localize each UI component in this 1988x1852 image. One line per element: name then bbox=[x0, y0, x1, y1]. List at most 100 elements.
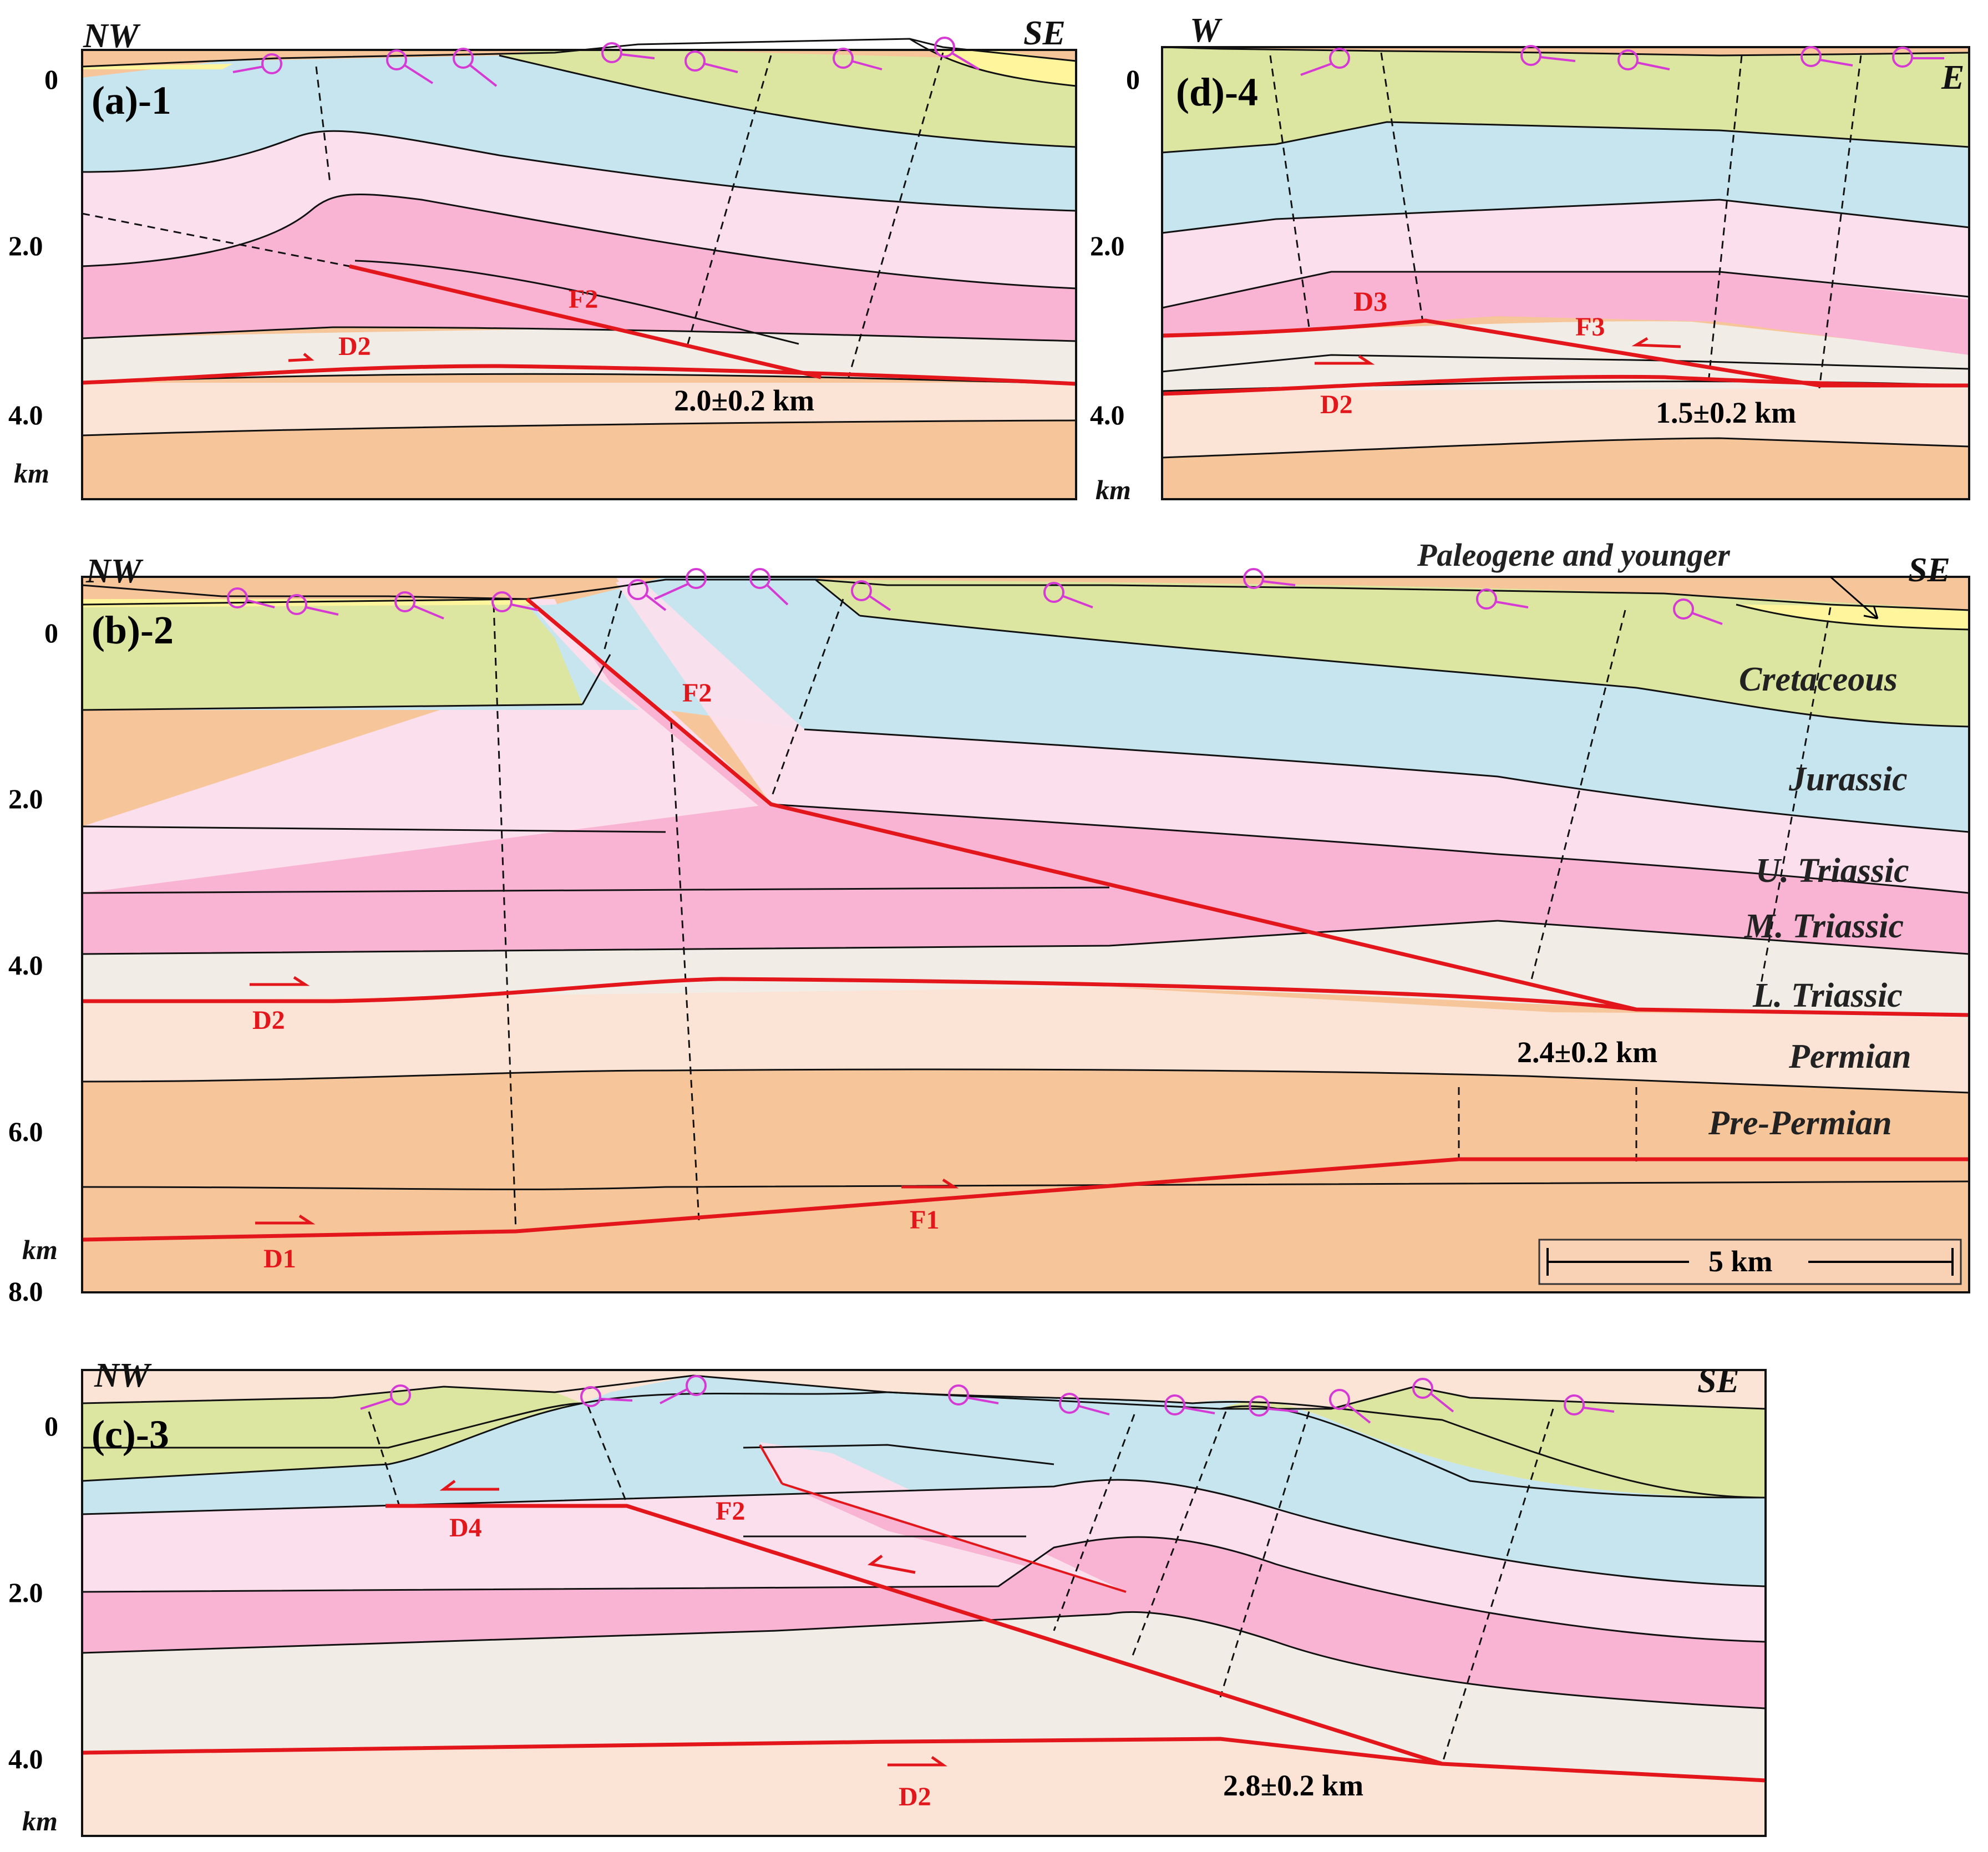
panel-d-right-direction: E bbox=[1941, 59, 1964, 97]
panel-b-tick-8: 8.0 bbox=[8, 1276, 43, 1307]
legend-m-triassic: M. Triassic bbox=[1744, 907, 1904, 945]
cretaceous-layer-east bbox=[815, 580, 1969, 727]
cretaceous-layer bbox=[499, 50, 1076, 147]
panel-b-tick-0: 0 bbox=[44, 617, 58, 648]
panel-a-displacement: 2.0±0.2 km bbox=[674, 384, 814, 417]
jurassic-wedge bbox=[666, 577, 815, 729]
u-triassic-layer bbox=[82, 131, 1076, 289]
m-triassic-layer bbox=[82, 671, 1969, 954]
panel-d-frame bbox=[1161, 46, 1970, 500]
panel-c-displacement: 2.8±0.2 km bbox=[1223, 1769, 1363, 1802]
panel-d-fault-d3: D3 bbox=[1353, 286, 1387, 317]
panel-b-left-direction: NW bbox=[85, 552, 144, 590]
legend-cretaceous: Cretaceous bbox=[1739, 661, 1898, 698]
panel-a-tick-4: 4.0 bbox=[8, 399, 43, 430]
legend-permian: Permian bbox=[1788, 1038, 1911, 1075]
u-triassic-layer bbox=[1162, 200, 1969, 308]
panel-a: (a)-1 NW SE 0 2.0 4.0 km F2 D2 2.0±0.2 k… bbox=[8, 14, 1077, 500]
panel-a-unit: km bbox=[14, 458, 49, 489]
panel-c-fault-d4: D4 bbox=[449, 1513, 482, 1543]
jurassic-layer bbox=[1162, 122, 1969, 233]
panel-c-left-direction: NW bbox=[94, 1357, 152, 1394]
fault-lines bbox=[1162, 318, 1970, 396]
panel-b-fault-f2: F2 bbox=[682, 678, 712, 708]
l-triassic-layer bbox=[1162, 321, 1969, 391]
u-triassic-layer bbox=[82, 577, 1969, 893]
panel-d-left-direction: W bbox=[1190, 12, 1223, 49]
paleogene-layer-west bbox=[82, 64, 233, 69]
panel-b-displacement: 2.4±0.2 km bbox=[1517, 1036, 1657, 1069]
legend-u-triassic: U. Triassic bbox=[1756, 852, 1909, 890]
panel-b-tick-2: 2.0 bbox=[8, 783, 43, 814]
dashed-lines bbox=[82, 52, 944, 378]
scale-bar-label: 5 km bbox=[1708, 1245, 1773, 1278]
panel-b: (b)-2 NW SE 0 2.0 4.0 6.0 8.0 km F2 D2 D… bbox=[8, 537, 1970, 1307]
paleogene-arrow bbox=[1830, 576, 1879, 620]
panel-a-left-direction: NW bbox=[83, 17, 141, 55]
dip-symbols bbox=[227, 568, 1723, 625]
scale-bar: 5 km bbox=[1538, 1239, 1962, 1285]
panel-a-fault-f2: F2 bbox=[569, 285, 598, 314]
panel-c-tick-4: 4.0 bbox=[8, 1743, 43, 1774]
panel-c-tick-2: 2.0 bbox=[8, 1577, 43, 1608]
panel-d-tick-2: 2.0 bbox=[1090, 230, 1125, 261]
fault-lines bbox=[82, 1444, 1766, 1783]
permian-layer bbox=[82, 987, 1969, 1093]
horizon-lines bbox=[1162, 46, 1970, 459]
panel-a-frame bbox=[81, 49, 1077, 500]
panel-d-id: (d)-4 bbox=[1176, 70, 1258, 114]
panel-d-fault-d2: D2 bbox=[1320, 390, 1353, 419]
panel-b-id: (b)-2 bbox=[92, 608, 174, 652]
panel-a-fault-d2: D2 bbox=[338, 332, 371, 361]
cretaceous-layer bbox=[82, 1387, 582, 1481]
dip-symbols bbox=[1300, 45, 1944, 76]
paleogene-layer-east bbox=[1736, 605, 1969, 630]
panel-c-id: (c)-3 bbox=[92, 1412, 169, 1457]
panel-c-right-direction: SE bbox=[1697, 1362, 1740, 1400]
panel-d-tick-4: 4.0 bbox=[1090, 399, 1125, 430]
dashed-lines bbox=[368, 1406, 1554, 1764]
panel-b-tick-4: 4.0 bbox=[8, 950, 43, 981]
panel-a-right-direction: SE bbox=[1023, 14, 1066, 52]
panel-a-id: (a)-1 bbox=[92, 78, 171, 123]
panel-a-tick-2: 2.0 bbox=[8, 230, 43, 261]
panel-b-fault-d2: D2 bbox=[252, 1006, 285, 1035]
horizon-lines bbox=[82, 1374, 1766, 1709]
legend-l-triassic: L. Triassic bbox=[1752, 977, 1903, 1014]
panel-d-unit: km bbox=[1096, 474, 1131, 505]
u-triassic-f2-wedge bbox=[760, 1442, 1126, 1592]
panel-b-fault-f1: F1 bbox=[910, 1205, 939, 1235]
panel-b-fault-d1: D1 bbox=[263, 1244, 296, 1273]
horizon-lines bbox=[82, 38, 1077, 437]
paleogene-layer bbox=[929, 50, 1076, 86]
permian-layer bbox=[82, 383, 1076, 435]
panel-d: (d)-4 W E 0 2.0 4.0 km D3 F3 D2 1.5±0.2 … bbox=[1090, 12, 1970, 505]
legend-pre-permian: Pre-Permian bbox=[1708, 1104, 1892, 1142]
u-triassic-layer bbox=[82, 1480, 1766, 1642]
panel-c-fault-d2: D2 bbox=[899, 1782, 931, 1812]
panel-b-tick-6: 6.0 bbox=[8, 1116, 43, 1147]
cretaceous-layer bbox=[82, 605, 582, 710]
panel-c-fault-f2: F2 bbox=[716, 1496, 745, 1526]
panel-d-displacement: 1.5±0.2 km bbox=[1656, 396, 1796, 429]
panel-c-frame bbox=[81, 1369, 1767, 1837]
legend-jurassic: Jurassic bbox=[1788, 760, 1908, 798]
fault-lines bbox=[82, 597, 1970, 1242]
dip-symbols bbox=[360, 1375, 1615, 1424]
m-triassic-layer bbox=[82, 194, 1076, 341]
panel-c-unit: km bbox=[22, 1805, 58, 1836]
dip-symbols bbox=[232, 37, 980, 87]
panel-b-right-direction: SE bbox=[1908, 551, 1950, 589]
cretaceous-layer-east bbox=[1220, 1387, 1766, 1498]
panel-b-frame bbox=[81, 576, 1970, 1293]
legend-paleogene: Paleogene and younger bbox=[1417, 537, 1730, 573]
panel-c: (c)-3 NW SE 0 2.0 4.0 km F2 D4 D2 2.8±0.… bbox=[8, 1357, 1767, 1837]
jurassic-layer bbox=[82, 55, 1076, 211]
dashed-lines bbox=[493, 590, 1832, 1232]
panel-d-fault-f3: F3 bbox=[1575, 312, 1605, 342]
panel-a-tick-0: 0 bbox=[44, 64, 58, 95]
u-triassic-wedge bbox=[616, 577, 804, 804]
panel-c-tick-0: 0 bbox=[44, 1410, 58, 1442]
panel-b-unit: km bbox=[22, 1234, 58, 1265]
